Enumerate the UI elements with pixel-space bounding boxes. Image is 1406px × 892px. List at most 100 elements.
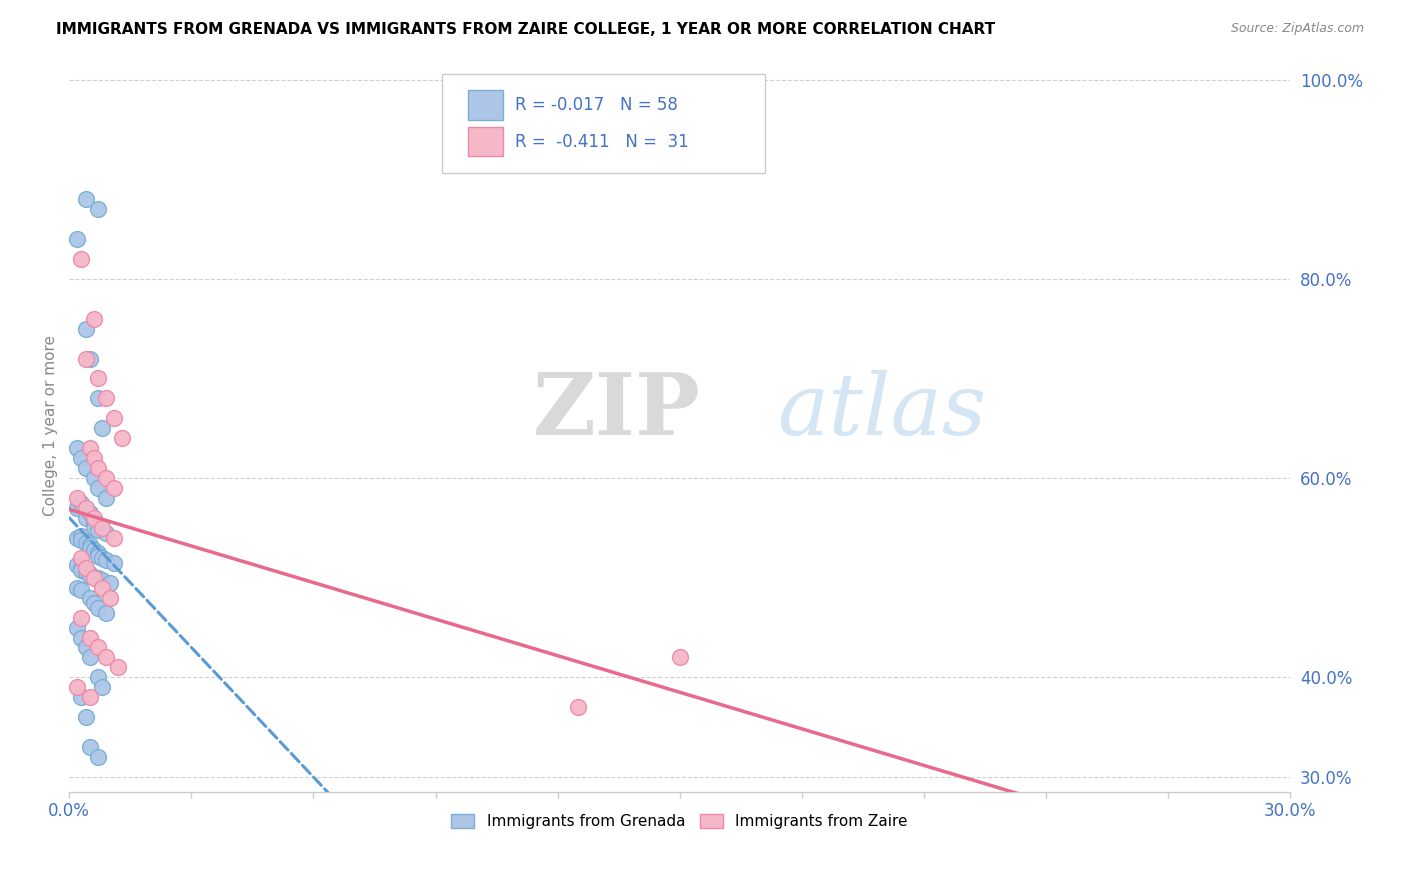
Point xyxy=(70,529,93,543)
Point xyxy=(70,561,93,575)
Point xyxy=(79,566,101,581)
Point xyxy=(75,710,97,724)
Point xyxy=(87,481,110,495)
Point xyxy=(79,441,101,455)
Point xyxy=(66,558,89,572)
Point xyxy=(75,500,97,515)
Point xyxy=(79,690,101,705)
Point xyxy=(87,571,110,585)
Point xyxy=(79,568,101,582)
Point xyxy=(70,550,93,565)
Point xyxy=(87,392,110,406)
Point xyxy=(70,533,93,547)
Point xyxy=(75,511,97,525)
Point xyxy=(79,538,101,552)
Point xyxy=(66,681,89,695)
Point xyxy=(79,506,101,520)
Point xyxy=(90,550,112,565)
Point xyxy=(79,631,101,645)
Point xyxy=(79,541,101,555)
Point xyxy=(103,556,125,570)
Point xyxy=(66,500,89,515)
Point xyxy=(94,650,117,665)
Point xyxy=(87,600,110,615)
Point xyxy=(79,740,101,755)
Point xyxy=(567,700,589,714)
Point xyxy=(79,591,101,605)
Point xyxy=(70,582,93,597)
Point xyxy=(70,563,93,577)
Point xyxy=(668,650,690,665)
Point xyxy=(66,441,89,455)
Point xyxy=(70,690,93,705)
Point xyxy=(90,521,112,535)
Point xyxy=(75,536,97,550)
Point xyxy=(98,591,121,605)
Point xyxy=(103,481,125,495)
Text: ZIP: ZIP xyxy=(533,369,702,453)
Point xyxy=(83,471,105,485)
Point xyxy=(107,660,129,674)
Point xyxy=(83,521,105,535)
Point xyxy=(87,371,110,385)
Point xyxy=(70,610,93,624)
Point xyxy=(75,640,97,655)
Point xyxy=(66,621,89,635)
FancyBboxPatch shape xyxy=(468,90,503,120)
Point xyxy=(83,596,105,610)
Point xyxy=(111,431,134,445)
Point xyxy=(90,573,112,587)
Point xyxy=(70,252,93,266)
Point xyxy=(94,606,117,620)
Point xyxy=(98,575,121,590)
Point xyxy=(83,451,105,466)
Point xyxy=(75,561,97,575)
Legend: Immigrants from Grenada, Immigrants from Zaire: Immigrants from Grenada, Immigrants from… xyxy=(446,808,914,836)
Point xyxy=(83,311,105,326)
Point xyxy=(66,232,89,246)
Point xyxy=(87,523,110,537)
Point xyxy=(66,581,89,595)
Point xyxy=(83,511,105,525)
Y-axis label: College, 1 year or more: College, 1 year or more xyxy=(44,335,58,516)
Point xyxy=(75,321,97,335)
Point xyxy=(70,451,93,466)
Point xyxy=(103,411,125,425)
Point xyxy=(87,202,110,216)
Point xyxy=(75,565,97,579)
Point xyxy=(75,192,97,206)
Point xyxy=(87,546,110,560)
Point xyxy=(66,531,89,545)
FancyBboxPatch shape xyxy=(441,74,765,173)
Point xyxy=(70,631,93,645)
Point xyxy=(87,461,110,475)
Point xyxy=(79,351,101,366)
Point xyxy=(87,549,110,563)
Point xyxy=(94,553,117,567)
Text: atlas: atlas xyxy=(778,370,987,452)
Text: R = -0.017   N = 58: R = -0.017 N = 58 xyxy=(515,96,678,114)
Text: R =  -0.411   N =  31: R = -0.411 N = 31 xyxy=(515,133,689,151)
Point xyxy=(66,491,89,505)
Point xyxy=(70,496,93,510)
Point xyxy=(90,421,112,435)
Point xyxy=(83,516,105,530)
Point xyxy=(87,750,110,764)
FancyBboxPatch shape xyxy=(468,127,503,156)
Point xyxy=(79,650,101,665)
Text: Source: ZipAtlas.com: Source: ZipAtlas.com xyxy=(1230,22,1364,36)
Text: IMMIGRANTS FROM GRENADA VS IMMIGRANTS FROM ZAIRE COLLEGE, 1 YEAR OR MORE CORRELA: IMMIGRANTS FROM GRENADA VS IMMIGRANTS FR… xyxy=(56,22,995,37)
Point xyxy=(75,461,97,475)
Point xyxy=(90,681,112,695)
Point xyxy=(90,581,112,595)
Point xyxy=(94,525,117,540)
Point xyxy=(87,640,110,655)
Point xyxy=(94,392,117,406)
Point xyxy=(75,351,97,366)
Point xyxy=(83,571,105,585)
Point xyxy=(94,471,117,485)
Point xyxy=(83,542,105,557)
Point xyxy=(87,670,110,684)
Point xyxy=(94,491,117,505)
Point xyxy=(103,531,125,545)
